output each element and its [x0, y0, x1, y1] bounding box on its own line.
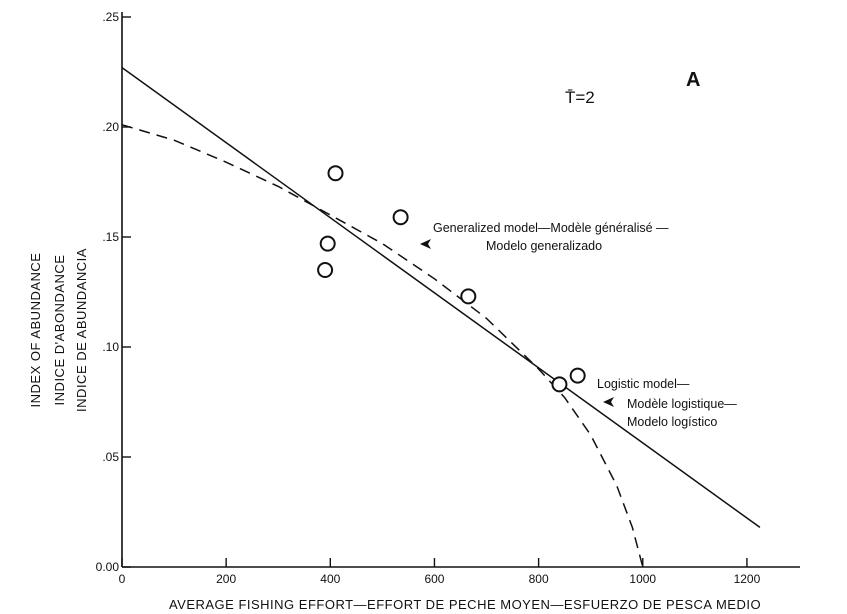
y-tick-label: .25	[102, 10, 119, 24]
logistic-model-label-line-2: Modèle logistique—	[627, 397, 737, 411]
labels: A T̄=2 AVERAGE FISHING EFFORT—EFFORT DE …	[28, 69, 761, 612]
x-tick-label: 400	[320, 572, 340, 586]
generalized-model-arrow	[420, 239, 431, 249]
axes	[121, 12, 800, 568]
x-tick-label: 1200	[734, 572, 761, 586]
panel-label: A	[686, 69, 700, 91]
observation-point	[460, 288, 477, 305]
x-tick-label: 800	[529, 572, 549, 586]
y-axis-title-line-1: INDEX OF ABUNDANCE	[28, 253, 43, 408]
y-tick-label: .05	[102, 450, 119, 464]
generalized-model-label-line-2: Modelo generalizado	[486, 239, 602, 253]
observation-point	[392, 209, 409, 226]
series	[121, 66, 761, 568]
generalized-model-label-line-1: Generalized model—Modèle généralisé —	[433, 221, 669, 235]
observation-point	[569, 367, 586, 384]
logistic-model-line	[121, 66, 761, 529]
logistic-model-label-line-1: Logistic model—	[597, 377, 690, 391]
y-tick-label: .20	[102, 120, 119, 134]
observation-point	[327, 165, 344, 182]
x-tick-label: 200	[216, 572, 236, 586]
y-axis-title-line-2: INDICE D'ABONDANCE	[52, 255, 67, 406]
x-tick-label: 0	[119, 572, 126, 586]
observation-point	[319, 235, 336, 252]
logistic-model-arrow	[603, 397, 614, 407]
ticks: 0 200 400 600 800 1000 1200 0.00 .05 .10 .15 .20 .25	[96, 10, 761, 586]
observation-point	[551, 376, 568, 393]
y-tick-label: 0.00	[96, 560, 120, 574]
x-tick-label: 600	[424, 572, 444, 586]
logistic-model-label-line-3: Modelo logístico	[627, 415, 717, 429]
y-axis-title-line-3: INDICE DE ABUNDANCIA	[74, 248, 89, 412]
x-tick-label: 1000	[629, 572, 656, 586]
parameter-label: T̄=2	[565, 88, 595, 107]
observation-point	[317, 262, 334, 278]
x-axis-title: AVERAGE FISHING EFFORT—EFFORT DE PECHE M…	[169, 597, 761, 612]
y-tick-label: .15	[102, 230, 119, 244]
generalized-model-curve	[121, 124, 644, 568]
y-tick-label: .10	[102, 340, 119, 354]
